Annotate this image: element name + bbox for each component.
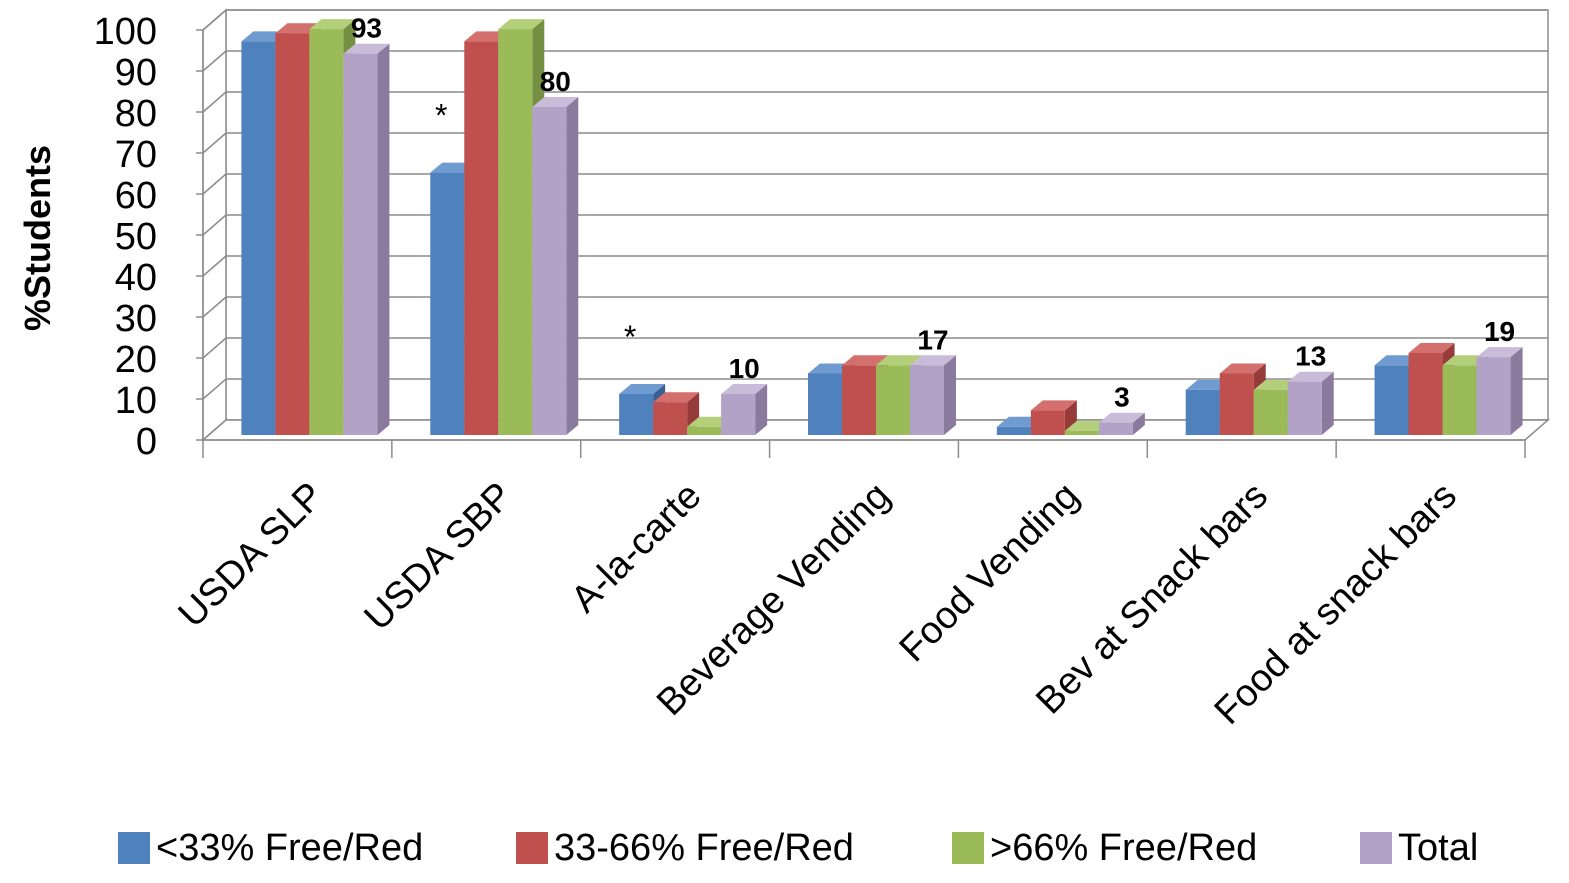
- y-tick-label: 50: [115, 216, 157, 258]
- bar: [464, 41, 499, 436]
- y-axis-label: %Students: [17, 145, 58, 331]
- bar: [653, 402, 688, 435]
- data-label: 19: [1484, 316, 1515, 347]
- bar-side: [377, 43, 390, 435]
- bar: [430, 172, 465, 435]
- legend-label: >66% Free/Red: [990, 827, 1257, 869]
- data-label: 80: [540, 66, 571, 97]
- legend-swatch: [118, 832, 150, 864]
- y-tick-label: 90: [115, 52, 157, 94]
- legend-label: Total: [1398, 827, 1478, 869]
- gridline-side: [202, 9, 227, 31]
- bar: [241, 41, 276, 436]
- y-tick-label: 40: [115, 257, 157, 299]
- bar-side: [1510, 347, 1523, 435]
- bar-side: [566, 97, 579, 435]
- bar: [842, 365, 876, 435]
- labels: 93 80 10 17 3 13 19 * *: [351, 13, 1515, 413]
- bar-top: [1408, 343, 1455, 353]
- gridline-side: [202, 50, 227, 72]
- gridline-side: [202, 337, 227, 359]
- data-label: 3: [1114, 382, 1130, 413]
- gridline-side: [202, 214, 227, 236]
- data-label: 93: [351, 13, 382, 44]
- annotation-asterisk: *: [435, 98, 447, 134]
- bar-side: [1132, 412, 1145, 435]
- y-tick-label: 0: [136, 421, 157, 463]
- gridline-side: [202, 173, 227, 195]
- legend-label: 33-66% Free/Red: [554, 827, 854, 869]
- bar-top: [842, 355, 888, 366]
- bar-top: [619, 384, 666, 394]
- bar: [1219, 373, 1254, 435]
- bar-side: [1321, 371, 1334, 435]
- bar-top: [532, 97, 579, 107]
- x-tick-label: Food Vending: [892, 475, 1088, 671]
- bar: [1253, 389, 1288, 435]
- legend-label: <33% Free/Red: [156, 827, 423, 869]
- bar: [1476, 357, 1511, 435]
- bar: [721, 394, 756, 435]
- bar-side: [755, 384, 768, 435]
- bar-top: [1098, 412, 1145, 423]
- bar-top: [1219, 363, 1266, 374]
- gridline-side: [202, 378, 227, 400]
- bar: [808, 373, 842, 435]
- bar: [1408, 353, 1443, 435]
- bar-top: [1476, 347, 1523, 358]
- bar: [1374, 365, 1409, 435]
- bar-top: [1287, 371, 1334, 382]
- y-tick-label: 20: [115, 339, 157, 381]
- bar-top: [498, 19, 545, 30]
- bar: [876, 365, 910, 435]
- bar-top: [343, 43, 390, 54]
- y-tick-label: 60: [115, 175, 157, 217]
- bar: [498, 29, 533, 435]
- bar: [1442, 365, 1477, 435]
- bar-top: [309, 19, 356, 30]
- bar-top: [876, 355, 922, 366]
- bars: [241, 19, 1523, 436]
- y-tick-label: 100: [94, 11, 157, 53]
- x-tick-label: USDA SBP: [357, 475, 521, 639]
- legend: <33% Free/Red 33-66% Free/Red >66% Free/Re…: [118, 827, 1478, 869]
- bar: [619, 394, 654, 435]
- bar: [1287, 381, 1322, 435]
- bar: [687, 426, 722, 435]
- bar-top: [653, 392, 700, 403]
- bar-top: [721, 384, 768, 394]
- annotation-asterisk: *: [624, 319, 636, 355]
- y-tick-label: 80: [115, 93, 157, 135]
- bar-top: [1030, 400, 1077, 411]
- bar: [343, 53, 378, 435]
- bar: [532, 107, 567, 435]
- x-tick-label: USDA SLP: [171, 475, 332, 636]
- bar: [1185, 389, 1220, 435]
- x-tick-label: A-la-carte: [563, 475, 709, 621]
- legend-swatch: [1360, 832, 1392, 864]
- data-label: 10: [729, 353, 760, 384]
- bar: [1098, 422, 1133, 435]
- y-tick-label: 70: [115, 134, 157, 176]
- gridline-side: [202, 91, 227, 113]
- legend-swatch: [952, 832, 984, 864]
- y-tick-label: 10: [115, 380, 157, 422]
- data-label: 13: [1295, 341, 1326, 372]
- gridline-side: [202, 255, 227, 277]
- legend-swatch: [516, 832, 548, 864]
- data-label: 17: [917, 324, 948, 355]
- bar-side: [944, 355, 956, 435]
- bar: [309, 29, 344, 435]
- y-tick-label: 30: [115, 298, 157, 340]
- bar: [910, 365, 944, 435]
- bar: [275, 33, 310, 435]
- gridline-side: [202, 132, 227, 154]
- bar: [996, 426, 1031, 435]
- bar-top: [910, 355, 956, 366]
- bar: [1030, 410, 1065, 435]
- gridline-side: [202, 296, 227, 318]
- bar: [1064, 430, 1099, 435]
